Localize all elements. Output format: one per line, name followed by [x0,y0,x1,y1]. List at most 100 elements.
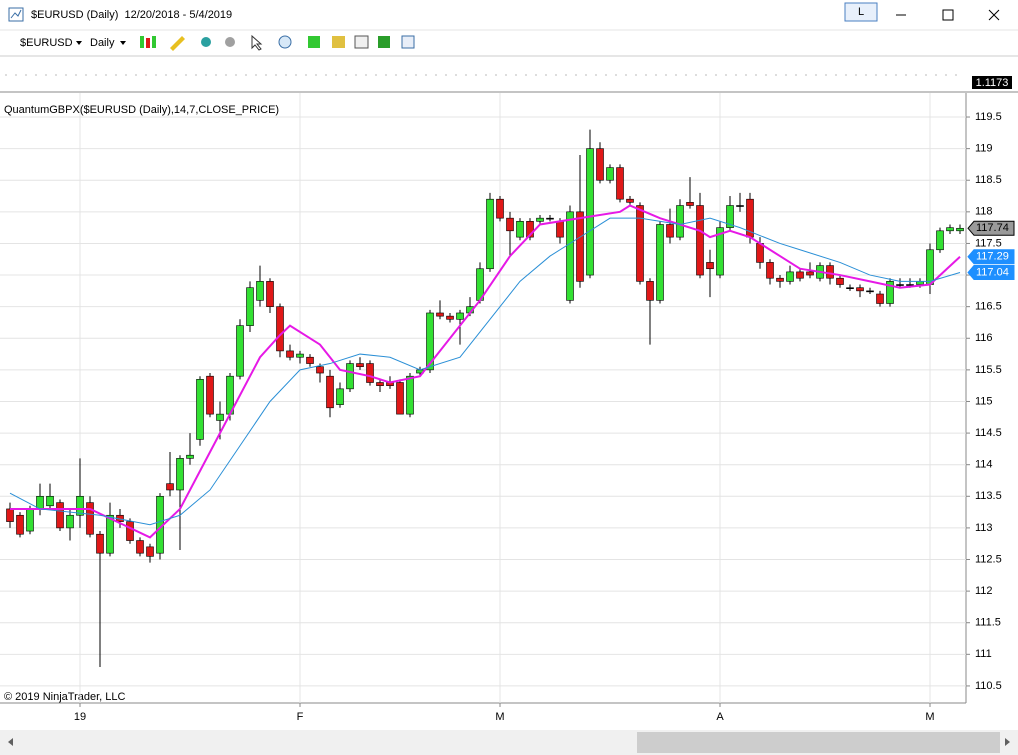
candle-body [36,495,44,510]
price-marker-label: 117.74 [976,222,1009,234]
x-tick-label: A [716,711,724,723]
candle-body [596,148,604,181]
instrument-selector[interactable]: $EURUSD [20,37,73,49]
candle-body [636,205,644,282]
candle-body [296,353,304,358]
indicator-label: QuantumGBPX($EURUSD (Daily),14,7,CLOSE_P… [4,104,279,116]
candle-body [776,277,784,282]
y-tick-label: 113 [975,522,993,534]
candle-body [546,217,554,220]
maximize-button[interactable] [942,9,954,21]
candle-body [216,413,224,421]
y-tick-label: 115.5 [975,364,1002,376]
link-button-label[interactable]: L [858,6,864,18]
x-tick-label: M [495,711,504,723]
scrollbar-thumb[interactable] [637,732,1000,753]
candle-body [946,227,954,232]
y-tick-label: 112 [975,585,993,597]
y-tick-label: 116.5 [975,301,1002,313]
link-button[interactable] [844,2,878,22]
interval-selector[interactable]: Daily [90,37,115,49]
overview-price-box [972,76,1012,89]
candle-body [236,325,244,377]
dropdown-arrow[interactable] [76,41,82,45]
candle-body [276,306,284,352]
y-tick-label: 117.5 [975,237,1002,249]
candle-body [436,312,444,317]
candle-body [16,514,24,535]
price-marker [967,265,1015,281]
candle-body [806,271,814,276]
dropdown-arrow[interactable] [120,41,126,45]
candle-body [926,249,934,285]
candle-body [826,265,834,279]
candle-body [906,284,914,286]
candle-body [256,281,264,301]
y-tick-label: 115 [975,395,993,407]
candle-body [616,167,624,200]
candle-body [856,287,864,292]
candle-body [186,454,194,459]
app-icon-line [10,9,22,19]
candle-body [66,514,74,529]
toolbar-icons[interactable] [140,34,415,51]
price-marker [967,220,1015,236]
candle-body [936,230,944,251]
candle-body [496,198,504,219]
candle-body [646,281,654,301]
candle-body [6,508,14,522]
candle-body [576,211,584,282]
candle-body [376,382,384,386]
candle-body [136,540,144,554]
candle-body [676,205,684,238]
candle-body [506,217,514,232]
candle-body [196,379,204,440]
y-tick-label: 118 [975,206,993,218]
candle-body [626,198,634,203]
candle-body [556,221,564,238]
x-tick-label: M [925,711,934,723]
candle-body [696,205,704,276]
plot-area: 110.5 111 111.5 112 112.5 113 113.5 114 114.5 115… [0,93,1015,723]
candle-body [166,483,174,491]
candle-body [26,508,34,532]
candle-body [96,533,104,554]
candle-body [346,363,354,390]
candle-body [146,546,154,557]
candle-body [206,375,214,415]
candle-body [456,312,464,320]
candle-body [366,363,374,383]
candle-body [726,205,734,228]
candle-body [266,281,274,307]
indicator-line [10,204,961,539]
candle-body [886,281,894,304]
candle-body [536,217,544,222]
candle-body [516,221,524,238]
close-button[interactable] [988,9,1000,21]
overview-price-label: 1.1173 [976,77,1009,89]
candle-body [566,211,574,301]
candle-body [316,366,324,374]
y-tick-label: 113.5 [975,490,1002,502]
y-tick-label: 118.5 [975,174,1002,186]
y-tick-label: 112.5 [975,553,1002,565]
candle-body [656,224,664,301]
x-tick-label: F [297,711,304,723]
candle-body [866,290,874,293]
y-tick-label: 110.5 [975,680,1002,692]
candle-body [336,388,344,405]
candle-body [396,382,404,415]
candle-body [356,363,364,368]
candle-body [756,243,764,263]
candle-body [666,224,674,238]
window-title: $EURUSD (Daily) 12/20/2018 - 5/4/2019 [31,9,232,21]
candle-body [526,221,534,238]
price-marker-label: 117.29 [976,251,1009,263]
y-tick-label: 114 [975,459,993,471]
candle-body [286,350,294,358]
candle-body [706,262,714,270]
price-marker-label: 117.04 [976,266,1009,278]
